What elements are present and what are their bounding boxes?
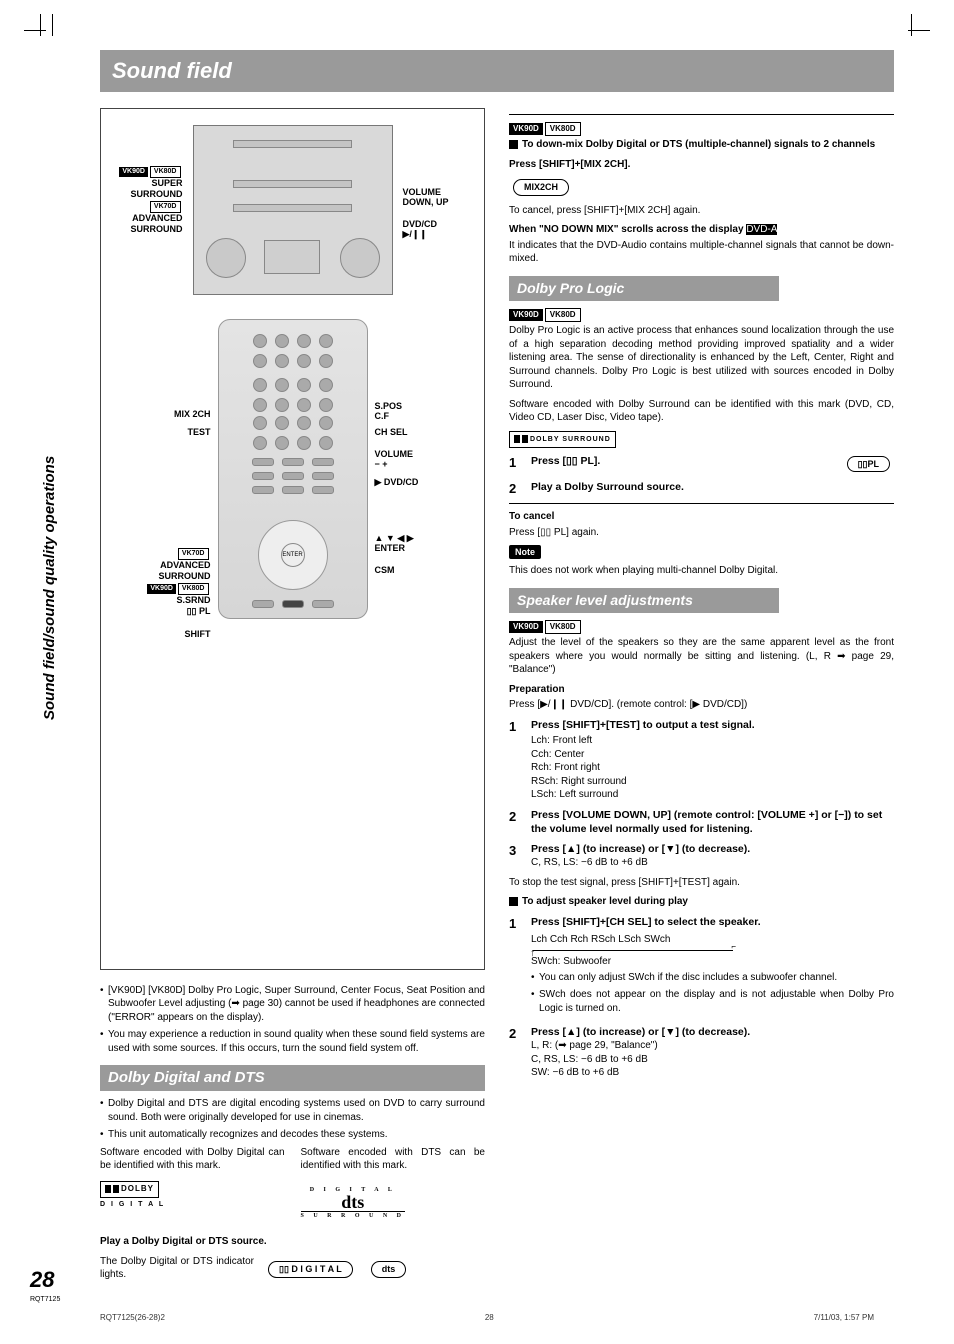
step-3-range: C, RS, LS: −6 dB to +6 dB — [531, 856, 894, 870]
label-dvdcd: DVD/CD ▶/❙❙ — [403, 219, 438, 241]
label-spos: S.POSC.F — [375, 401, 403, 423]
page: Sound field/sound quality operations Sou… — [0, 0, 954, 1344]
remote-graphic: ENTER — [218, 319, 368, 619]
label-adv-surround: VK70D ADVANCED SURROUND VK90DVK80D S.SRN… — [147, 547, 210, 617]
prologic-soft: Software encoded with Dolby Surround can… — [509, 398, 894, 425]
label-chsel: CH SEL — [375, 427, 408, 438]
adjust-during-play-heading: To adjust speaker level during play — [509, 895, 894, 909]
label-volpm: VOLUME − + — [375, 449, 414, 471]
label-shift: SHIFT — [185, 629, 211, 640]
step-3: Press [▲] (to increase) or [▼] (to decre… — [531, 843, 750, 855]
dolby-digital-logo: DOLBY D I G I T A L — [100, 1181, 285, 1209]
swch-label: SWch: Subwoofer — [531, 955, 894, 969]
step-2: Press [VOLUME DOWN, UP] (remote control:… — [531, 809, 882, 835]
dts-indicator-icon: dts — [371, 1261, 407, 1277]
indicator-text: The Dolby Digital or DTS indicator light… — [100, 1255, 254, 1282]
prep-heading: Preparation — [509, 684, 565, 695]
adj-step-2: Press [▲] (to increase) or [▼] (to decre… — [531, 1026, 750, 1038]
list-item: This unit automatically recognizes and d… — [100, 1128, 485, 1142]
encoding-marks: Software encoded with Dolby Digital can … — [100, 1146, 485, 1222]
label-super-surround: VK90DVK80D SUPER SURROUND VK70D ADVANCED… — [119, 165, 182, 235]
play-source-heading: Play a Dolby Digital or DTS source. — [100, 1235, 485, 1249]
list-item: You can only adjust SWch if the disc inc… — [531, 971, 894, 985]
dolby-dts-heading: Dolby Digital and DTS — [100, 1065, 485, 1091]
list-item: [VK90D] [VK80D] Dolby Pro Logic, Super S… — [100, 984, 485, 1025]
label-test: TEST — [187, 427, 210, 438]
dolby-mark-text: Software encoded with Dolby Digital can … — [100, 1146, 285, 1173]
to-cancel-heading: To cancel — [509, 511, 554, 522]
step-1: Press [SHIFT]+[TEST] to output a test si… — [531, 719, 755, 731]
side-tab-label: Sound field/sound quality operations — [40, 456, 60, 720]
label-csm: CSM — [375, 565, 395, 576]
dts-logo: D I G I T A L dts S U R R O U N D — [301, 1187, 406, 1219]
prologic-steps: 1Press [▯▯ PL]. ▯▯PL 2Play a Dolby Surro… — [509, 454, 894, 498]
prep-text: Press [▶/❙❙ DVD/CD]. (remote control: [▶… — [509, 698, 894, 712]
downmix-press: Press [SHIFT]+[MIX 2CH]. — [509, 158, 894, 172]
list-item: SWch does not appear on the display and … — [531, 988, 894, 1015]
label-volume: VOLUME DOWN, UP — [403, 187, 449, 209]
list-item: Dolby Digital and DTS are digital encodi… — [100, 1097, 485, 1124]
enter-button-icon: ENTER — [281, 543, 305, 567]
dts-mark-text: Software encoded with DTS can be identif… — [301, 1146, 486, 1173]
left-column: VK90DVK80D SUPER SURROUND VK70D ADVANCED… — [100, 108, 485, 1284]
label-dvdcd2: ▶ DVD/CD — [375, 477, 419, 488]
label-enter: ▲ ▼ ◀ ▶ ENTER — [375, 533, 414, 555]
prologic-heading: Dolby Pro Logic — [509, 276, 779, 301]
dolby-surround-logo: DOLBY SURROUND — [509, 431, 616, 448]
dd-indicator-icon: ▯▯ D I G I T A L — [268, 1261, 353, 1277]
adj-step-1: Press [SHIFT]+[CH SEL] to select the spe… — [531, 916, 761, 928]
list-item: You may experience a reduction in sound … — [100, 1028, 485, 1055]
speaker-intro: Adjust the level of the speakers so they… — [509, 636, 894, 677]
mix2ch-button-icon: MIX2CH — [513, 179, 569, 195]
channel-order: Lch Cch Rch RSch LSch SWch — [531, 933, 894, 947]
to-cancel-text: Press [▯▯ PL] again. — [509, 526, 894, 540]
note-label: Note — [509, 545, 541, 559]
speaker-heading: Speaker level adjustments — [509, 588, 779, 613]
prologic-desc: Dolby Pro Logic is an active process tha… — [509, 324, 894, 392]
model-tags: VK90DVK80D — [509, 121, 894, 137]
nodownmix-text: It indicates that the DVD-Audio contains… — [509, 239, 894, 266]
notes-list: [VK90D] [VK80D] Dolby Pro Logic, Super S… — [100, 984, 485, 1056]
right-column: VK90DVK80D To down-mix Dolby Digital or … — [509, 108, 894, 1284]
label-mix2ch: MIX 2CH — [174, 409, 211, 420]
print-footer: RQT7125(26-28)2 28 7/11/03, 1:57 PM — [100, 1313, 874, 1324]
pl-button-icon: ▯▯PL — [847, 456, 890, 472]
stereo-unit-graphic — [193, 125, 393, 295]
downmix-heading: To down-mix Dolby Digital or DTS (multip… — [509, 138, 894, 152]
dolby-dts-bullets: Dolby Digital and DTS are digital encodi… — [100, 1097, 485, 1142]
page-number: 28 RQT7125 — [30, 1265, 60, 1304]
nodownmix-heading: When "NO DOWN MIX" scrolls across the di… — [509, 223, 894, 237]
page-title: Sound field — [100, 50, 894, 92]
adj-ranges: L, R: (➡ page 29, "Balance") C, RS, LS: … — [531, 1039, 894, 1080]
channel-list: Lch: Front leftCch: CenterRch: Front rig… — [531, 734, 894, 802]
downmix-cancel: To cancel, press [SHIFT]+[MIX 2CH] again… — [509, 204, 894, 218]
device-diagram: VK90DVK80D SUPER SURROUND VK70D ADVANCED… — [100, 108, 485, 970]
stop-test-signal: To stop the test signal, press [SHIFT]+[… — [509, 876, 894, 890]
note-text: This does not work when playing multi-ch… — [509, 564, 894, 578]
